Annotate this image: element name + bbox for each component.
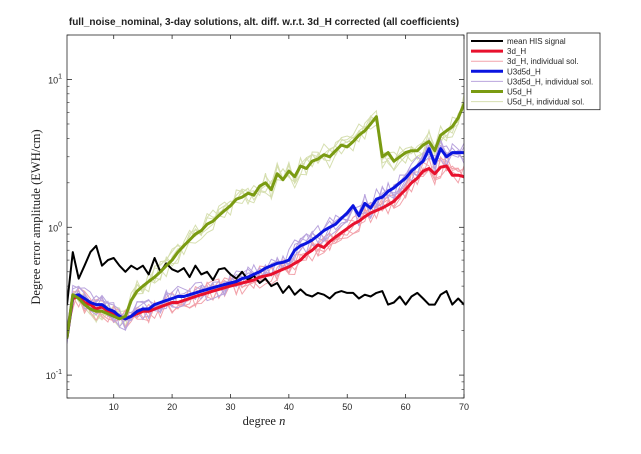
chart-title: full_noise_nominal, 3-day solutions, alt…	[69, 17, 459, 28]
x-tick-label: 10	[109, 402, 119, 412]
x-tick-label: 20	[167, 402, 177, 412]
x-tick-label: 40	[284, 402, 294, 412]
legend-label: U3d5d_H, individual sol.	[507, 77, 593, 86]
x-axis-label: degree n	[243, 414, 286, 428]
series-line	[67, 102, 464, 339]
plot-frame	[66, 34, 465, 399]
y-tick-label: 10-1	[46, 369, 62, 381]
series-line	[67, 244, 464, 306]
x-tick-label: 60	[401, 402, 411, 412]
plot-area: 10 20 30 40 50 60 70 10-1 100 101	[46, 34, 469, 412]
legend-label: U5d_H, individual sol.	[507, 98, 584, 107]
individual-solution-line	[67, 94, 464, 342]
series-group	[67, 102, 464, 339]
legend-label: 3d_H, individual sol.	[507, 57, 579, 66]
legend-label: U3d5d_H	[507, 67, 541, 76]
x-tick-label: 30	[225, 402, 235, 412]
x-tick-label: 70	[459, 402, 469, 412]
y-tick-label: 101	[48, 73, 62, 85]
legend-label: U5d_H	[507, 88, 532, 97]
y-axis-label: Degree error amplitude (EWH/cm)	[29, 129, 43, 304]
x-tick-label: 50	[342, 402, 352, 412]
legend-label: 3d_H	[507, 47, 526, 56]
y-tick-label: 100	[48, 221, 62, 233]
series-line	[67, 147, 464, 339]
legend-label: mean HIS signal	[507, 37, 566, 46]
